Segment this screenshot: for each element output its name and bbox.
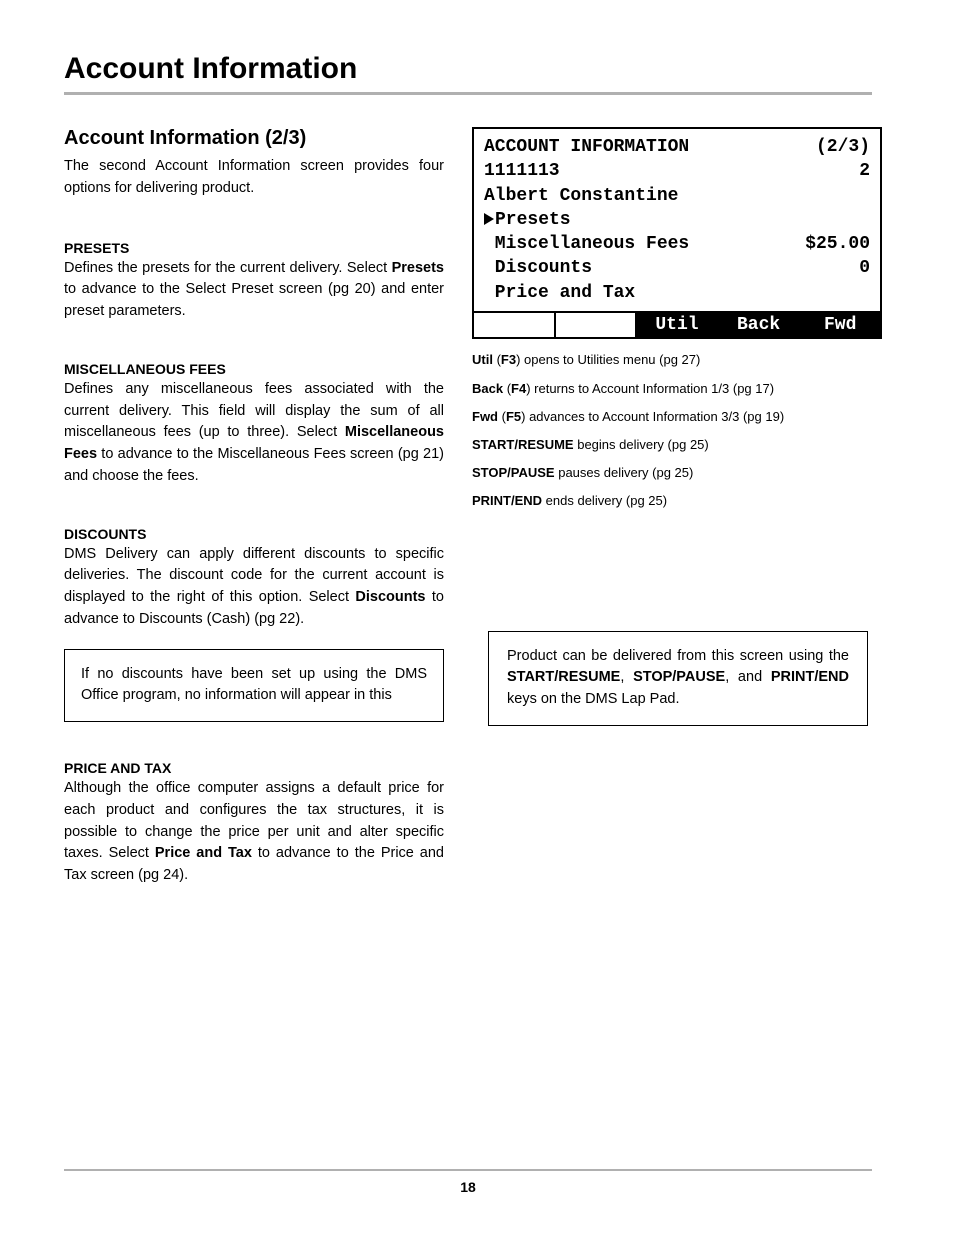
screen-account-seq: 2: [859, 159, 870, 183]
legend-print-text: ends delivery (pg 25): [542, 493, 667, 508]
legend-stop-text: pauses delivery (pg 25): [555, 465, 694, 480]
right-column: ACCOUNT INFORMATION (2/3) 1111113 2 Albe…: [472, 127, 882, 925]
legend-fwd-key: F5: [506, 409, 521, 424]
legend-back-text: ) returns to Account Information 1/3 (pg…: [526, 381, 774, 396]
screen-misc-row: Miscellaneous Fees $25.00: [484, 232, 870, 256]
screen-name-row: Albert Constantine: [484, 184, 870, 208]
intro-paragraph: The second Account Information screen pr…: [64, 156, 444, 200]
legend-start-text: begins delivery (pg 25): [574, 437, 709, 452]
section-title: Account Information (2/3): [64, 127, 444, 150]
legend-back: Back (F4) returns to Account Information…: [472, 380, 882, 398]
screen-title: ACCOUNT INFORMATION: [484, 135, 689, 159]
price-paragraph: Although the office computer assigns a d…: [64, 778, 444, 887]
info-mid1: ,: [620, 669, 633, 685]
screen-page-indicator: (2/3): [816, 135, 870, 159]
legend-fwd: Fwd (F5) advances to Account Information…: [472, 408, 882, 426]
legend-print-name: PRINT/END: [472, 493, 542, 508]
info-pre: Product can be delivered from this scree…: [507, 648, 849, 664]
screen-discounts-value: 0: [859, 256, 870, 280]
page-number: 18: [460, 1179, 476, 1195]
info-post: keys on the DMS Lap Pad.: [507, 691, 680, 707]
legend-util-text: ) opens to Utilities menu (pg 27): [516, 352, 700, 367]
legend-util-name: Util: [472, 352, 493, 367]
lcd-screen: ACCOUNT INFORMATION (2/3) 1111113 2 Albe…: [472, 127, 882, 339]
legend-back-name: Back: [472, 381, 503, 396]
legend-start: START/RESUME begins delivery (pg 25): [472, 436, 882, 454]
cursor-triangle-icon: [484, 213, 494, 225]
content-columns: Account Information (2/3) The second Acc…: [64, 127, 872, 925]
screen-discounts-row: Discounts 0: [484, 256, 870, 280]
misc-heading: MISCELLANEOUS FEES: [64, 361, 444, 377]
screen-price-row: Price and Tax: [484, 281, 870, 305]
discounts-note-box: If no discounts have been set up using t…: [64, 649, 444, 723]
screen-presets-row: Presets: [484, 208, 870, 232]
legend-util-key: F3: [501, 352, 516, 367]
left-column: Account Information (2/3) The second Acc…: [64, 127, 444, 925]
misc-paragraph: Defines any miscellaneous fees associate…: [64, 379, 444, 488]
screen-title-row: ACCOUNT INFORMATION (2/3): [484, 135, 870, 159]
screen-account-row: 1111113 2: [484, 159, 870, 183]
info-b3: PRINT/END: [771, 669, 849, 685]
screen-customer-name: Albert Constantine: [484, 184, 678, 208]
screen-softkey-menu: Util Back Fwd: [474, 311, 880, 337]
presets-text-post: to advance to the Select Preset screen (…: [64, 281, 444, 319]
legend-start-name: START/RESUME: [472, 437, 574, 452]
legend-print: PRINT/END ends delivery (pg 25): [472, 492, 882, 510]
info-b1: START/RESUME: [507, 669, 620, 685]
softkey-f2: [556, 313, 638, 337]
softkey-fwd: Fwd: [800, 313, 880, 337]
legend-stop-name: STOP/PAUSE: [472, 465, 555, 480]
discounts-bold: Discounts: [355, 589, 425, 605]
softkey-util: Util: [637, 313, 719, 337]
screen-misc-label: Miscellaneous Fees: [484, 232, 689, 256]
screen-discounts-label: Discounts: [484, 256, 592, 280]
legend-back-key: F4: [511, 381, 526, 396]
legend-stop: STOP/PAUSE pauses delivery (pg 25): [472, 464, 882, 482]
key-legend: Util (F3) opens to Utilities menu (pg 27…: [472, 351, 882, 510]
misc-text-post: to advance to the Miscellaneous Fees scr…: [64, 446, 444, 484]
legend-fwd-name: Fwd: [472, 409, 498, 424]
presets-text-pre: Defines the presets for the current deli…: [64, 260, 392, 276]
discounts-heading: DISCOUNTS: [64, 526, 444, 542]
delivery-info-box: Product can be delivered from this scree…: [488, 631, 868, 726]
softkey-back: Back: [719, 313, 801, 337]
info-b2: STOP/PAUSE: [633, 669, 725, 685]
screen-misc-value: $25.00: [805, 232, 870, 256]
discounts-paragraph: DMS Delivery can apply different discoun…: [64, 544, 444, 631]
legend-fwd-text: ) advances to Account Information 3/3 (p…: [521, 409, 784, 424]
info-mid2: , and: [725, 669, 771, 685]
legend-util: Util (F3) opens to Utilities menu (pg 27…: [472, 351, 882, 369]
page-footer: 18: [64, 1169, 872, 1195]
screen-presets-label: Presets: [495, 210, 571, 230]
page-title: Account Information: [64, 52, 872, 95]
presets-paragraph: Defines the presets for the current deli…: [64, 258, 444, 323]
presets-heading: PRESETS: [64, 240, 444, 256]
screen-account-number: 1111113: [484, 159, 560, 183]
screen-price-label: Price and Tax: [484, 281, 635, 305]
softkey-f1: [474, 313, 556, 337]
price-bold: Price and Tax: [155, 845, 252, 861]
price-heading: PRICE AND TAX: [64, 760, 444, 776]
presets-bold: Presets: [392, 260, 444, 276]
